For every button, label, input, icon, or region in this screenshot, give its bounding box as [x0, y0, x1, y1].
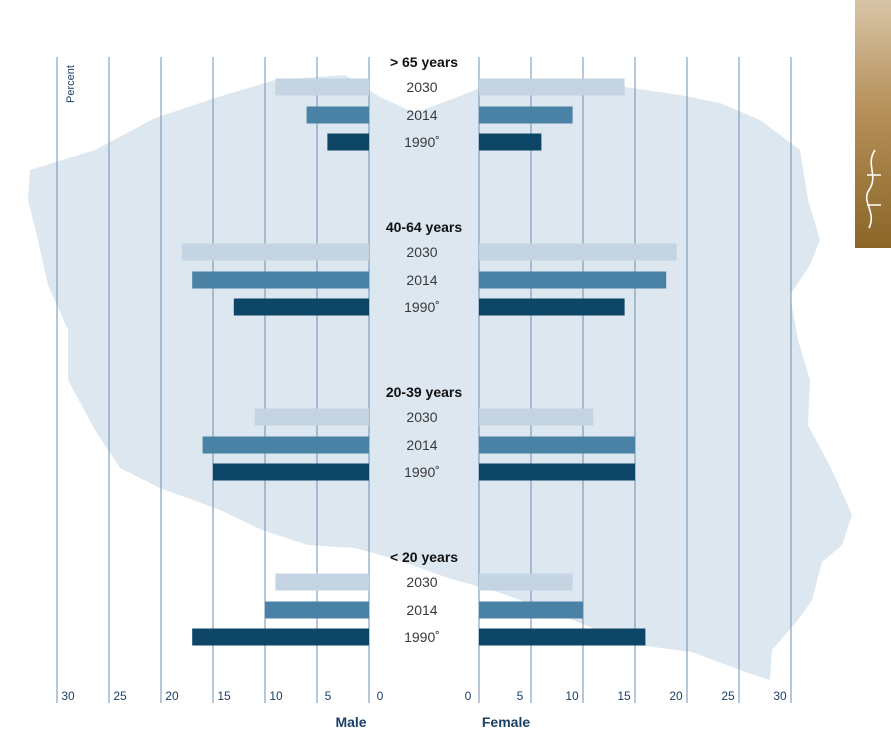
tick-label-male: 10	[269, 689, 283, 703]
tick-label-male: 25	[113, 689, 127, 703]
tick-label-female: 30	[773, 689, 787, 703]
bar-female-1990	[479, 298, 625, 316]
female-axis-label: Female	[482, 714, 530, 730]
bar-male-1990	[213, 463, 369, 481]
year-label: 1990˚	[404, 134, 440, 150]
year-label: 2014	[406, 107, 437, 123]
bar-male-1990	[327, 133, 369, 151]
bar-male-2014	[202, 436, 369, 454]
bar-female-2014	[479, 271, 667, 289]
year-label: 2030	[406, 574, 437, 590]
bar-female-2030	[479, 78, 625, 96]
year-label: 1990˚	[404, 464, 440, 480]
bar-female-2030	[479, 408, 594, 426]
decorative-side-tab	[855, 0, 891, 248]
tick-label-male: 5	[325, 689, 332, 703]
tick-label-female: 10	[565, 689, 579, 703]
tick-label-male: 15	[217, 689, 231, 703]
bar-female-1990	[479, 133, 542, 151]
tick-label-female: 20	[669, 689, 683, 703]
bar-female-1990	[479, 628, 646, 646]
percent-axis-label: Percent	[65, 65, 77, 103]
bar-female-1990	[479, 463, 635, 481]
year-label: 2014	[406, 437, 437, 453]
year-label: 1990˚	[404, 299, 440, 315]
age-group-label: > 65 years	[390, 54, 458, 70]
year-label: 2030	[406, 79, 437, 95]
tick-label-female: 0	[465, 689, 472, 703]
year-label: 1990˚	[404, 629, 440, 645]
bar-female-2014	[479, 601, 583, 619]
tick-label-male: 20	[165, 689, 179, 703]
tick-label-female: 25	[721, 689, 735, 703]
bar-male-1990	[233, 298, 369, 316]
male-axis-label: Male	[335, 714, 366, 730]
bar-male-2014	[265, 601, 369, 619]
year-label: 2014	[406, 602, 437, 618]
tick-label-male: 0	[377, 689, 384, 703]
tick-label-male: 30	[61, 689, 75, 703]
year-label: 2030	[406, 244, 437, 260]
bar-male-2014	[192, 271, 369, 289]
map-background	[28, 75, 852, 680]
age-group-label: < 20 years	[390, 549, 458, 565]
bar-male-1990	[192, 628, 369, 646]
bar-male-2014	[306, 106, 369, 124]
bar-female-2014	[479, 106, 573, 124]
age-group-label: 40-64 years	[386, 219, 463, 235]
signature-icon	[865, 149, 881, 229]
tick-label-female: 5	[517, 689, 524, 703]
bar-male-2030	[275, 573, 369, 591]
age-group-label: 20-39 years	[386, 384, 463, 400]
bar-female-2030	[479, 243, 677, 261]
bar-male-2030	[181, 243, 369, 261]
bar-male-2030	[275, 78, 369, 96]
tick-label-female: 15	[617, 689, 631, 703]
bar-male-2030	[254, 408, 369, 426]
bar-female-2030	[479, 573, 573, 591]
bar-female-2014	[479, 436, 635, 454]
year-label: 2030	[406, 409, 437, 425]
year-label: 2014	[406, 272, 437, 288]
